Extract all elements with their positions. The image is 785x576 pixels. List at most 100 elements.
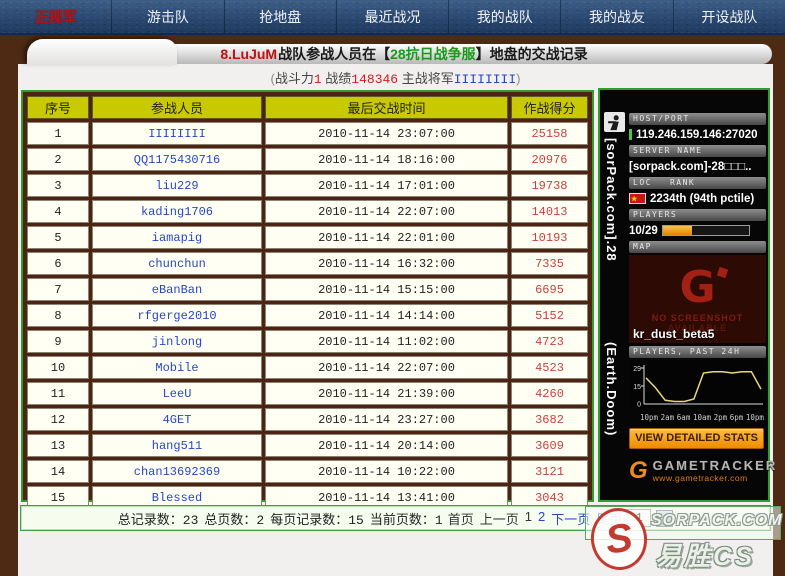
battle-time: 2010-11-14 11:02:00 [265, 330, 508, 353]
team-name: 8.LuJuM [220, 46, 278, 62]
table-row: 6 chunchun 2010-11-14 16:32:00 7335 [27, 252, 588, 275]
chart-x-labels: 10pm 2am 6am 10am 2pm 6pm 10pm [640, 413, 764, 422]
battle-time: 2010-11-14 16:32:00 [265, 252, 508, 275]
nav-item-正规军[interactable]: 正规军 [34, 8, 77, 25]
map-screenshot: G NO SCREENSHOT AVAILABLE kr_dust_beta5 [629, 255, 766, 343]
player-link[interactable]: eBanBan [92, 278, 262, 301]
paren-open: ( [270, 71, 275, 86]
players-chart-line [645, 370, 762, 403]
table-row: 4 kading1706 2010-11-14 22:07:00 14013 [27, 200, 588, 223]
sorpack-cn-text: 易胜CS [655, 541, 756, 571]
table-row: 2 QQ1175430716 2010-11-14 18:16:00 20976 [27, 148, 588, 171]
sorpack-watermark: S SORPACK.COM 易胜CS [585, 502, 785, 576]
player-link[interactable]: LeeU [92, 382, 262, 405]
pagination-stats: 总记录数：23 总页数：2 每页记录数：15 当前页数：1 [118, 509, 443, 528]
battle-score: 5152 [511, 304, 588, 327]
player-link[interactable]: kading1706 [92, 200, 262, 223]
host-port-label: HOST/PORT [629, 113, 766, 125]
player-link[interactable]: liu229 [92, 174, 262, 197]
top-tab [27, 39, 177, 65]
battle-table: 序号 参战人员 最后交战时间 作战得分 1 IIIIIIII 2010-11-14 23:… [24, 93, 591, 512]
player-link[interactable]: Mobile [92, 356, 262, 379]
row-number: 5 [27, 226, 89, 249]
gametracker-widget: [sorPack.com].28 (Earth.Doom) HOST/PORT … [598, 88, 775, 502]
server-name-label: SERVER NAME [629, 145, 766, 157]
rank-row: ★ 2234th (94th pctile) [629, 191, 766, 206]
pagination-stat-label: 每页记录数： [270, 511, 349, 527]
table-row: 1 IIIIIIII 2010-11-14 23:07:00 25158 [27, 122, 588, 145]
general-label: 主战将军 [398, 71, 454, 86]
battle-score: 3682 [511, 408, 588, 431]
map-name: kr_dust_beta5 [633, 327, 715, 341]
player-link[interactable]: hang511 [92, 434, 262, 457]
row-number: 10 [27, 356, 89, 379]
battle-score: 3121 [511, 460, 588, 483]
nav-bar: 正规军 游击队 抢地盘 最近战况 我的战队 我的战友 开设战队 [0, 0, 785, 35]
row-number: 2 [27, 148, 89, 171]
row-number: 15 [27, 486, 89, 509]
battle-time: 2010-11-14 10:22:00 [265, 460, 508, 483]
chart-x-label: 2am [660, 413, 675, 422]
gametracker-logo-text: GAMETRACKER [652, 458, 778, 473]
player-link[interactable]: chan13692369 [92, 460, 262, 483]
cs-player-icon [608, 114, 619, 130]
ytick-15: 15 [633, 384, 641, 391]
player-link[interactable]: QQ1175430716 [92, 148, 262, 171]
table-row: 12 4GET 2010-11-14 23:27:00 3682 [27, 408, 588, 431]
team-stats-line: (战斗力1 战绩148346 主战将军IIIIIIII) [18, 68, 773, 87]
title-server-name: 28抗日战争服 [390, 46, 476, 62]
battle-time: 2010-11-14 21:39:00 [265, 382, 508, 405]
player-link[interactable]: iamapig [92, 226, 262, 249]
loc-rank-label: LOC RANK [629, 177, 766, 189]
no-screenshot-text: NO SCREENSHOT [651, 312, 744, 323]
column-header: 参战人员 [92, 96, 262, 119]
player-link[interactable]: 4GET [92, 408, 262, 431]
table-row: 5 iamapig 2010-11-14 22:01:00 10193 [27, 226, 588, 249]
battle-score: 14013 [511, 200, 588, 223]
pagination-link[interactable]: 2 [537, 508, 546, 524]
pagination-link[interactable]: 下一页 [551, 511, 591, 527]
view-detailed-stats-button[interactable]: VIEW DETAILED STATS [629, 428, 764, 449]
power-label: 战斗力 [274, 71, 314, 86]
battle-score: 25158 [511, 122, 588, 145]
server-name-row: [sorpack.com]-28□□□.. [629, 159, 766, 174]
player-link[interactable]: rfgerge2010 [92, 304, 262, 327]
players-progress-bar [661, 225, 750, 236]
score-label: 战绩 [321, 71, 352, 86]
gametracker-g-icon: G [679, 265, 728, 310]
gametracker-logo-g-icon: G [629, 456, 648, 484]
title-text-mid: 战队参战人员在【 [278, 46, 391, 62]
battle-score: 7335 [511, 252, 588, 275]
row-number: 8 [27, 304, 89, 327]
chart-x-label: 10am [692, 413, 711, 422]
pagination-stat-value: 2 [256, 512, 265, 528]
players-label: PLAYERS [629, 209, 766, 221]
battle-time: 2010-11-14 15:15:00 [265, 278, 508, 301]
nav-item-我的战友[interactable]: 我的战友 [560, 0, 672, 33]
table-row: 13 hang511 2010-11-14 20:14:00 3609 [27, 434, 588, 457]
ytick-0: 0 [637, 402, 641, 409]
chart-x-label: 2pm [713, 413, 728, 422]
column-header: 最后交战时间 [265, 96, 508, 119]
nav-item-游击队[interactable]: 游击队 [111, 0, 223, 33]
row-number: 12 [27, 408, 89, 431]
row-number: 3 [27, 174, 89, 197]
nav-item-抢地盘[interactable]: 抢地盘 [223, 0, 336, 33]
battle-score: 4523 [511, 356, 588, 379]
battle-time: 2010-11-14 23:27:00 [265, 408, 508, 431]
ytick-29: 29 [633, 366, 641, 373]
player-link[interactable]: IIIIIIII [92, 122, 262, 145]
player-link[interactable]: chunchun [92, 252, 262, 275]
nav-item-开设战队[interactable]: 开设战队 [672, 0, 785, 33]
nav-item-最近战况[interactable]: 最近战况 [335, 0, 448, 33]
battle-time: 2010-11-14 13:41:00 [265, 486, 508, 509]
chart-x-label: 10pm [640, 413, 659, 422]
pagination-stat-label: 总页数： [204, 511, 257, 527]
player-link[interactable]: jinlong [92, 330, 262, 353]
nav-item-我的战队[interactable]: 我的战队 [448, 0, 560, 33]
battle-table-header-row: 序号 参战人员 最后交战时间 作战得分 [27, 96, 588, 119]
table-row: 11 LeeU 2010-11-14 21:39:00 4260 [27, 382, 588, 405]
row-number: 7 [27, 278, 89, 301]
battle-score: 19738 [511, 174, 588, 197]
